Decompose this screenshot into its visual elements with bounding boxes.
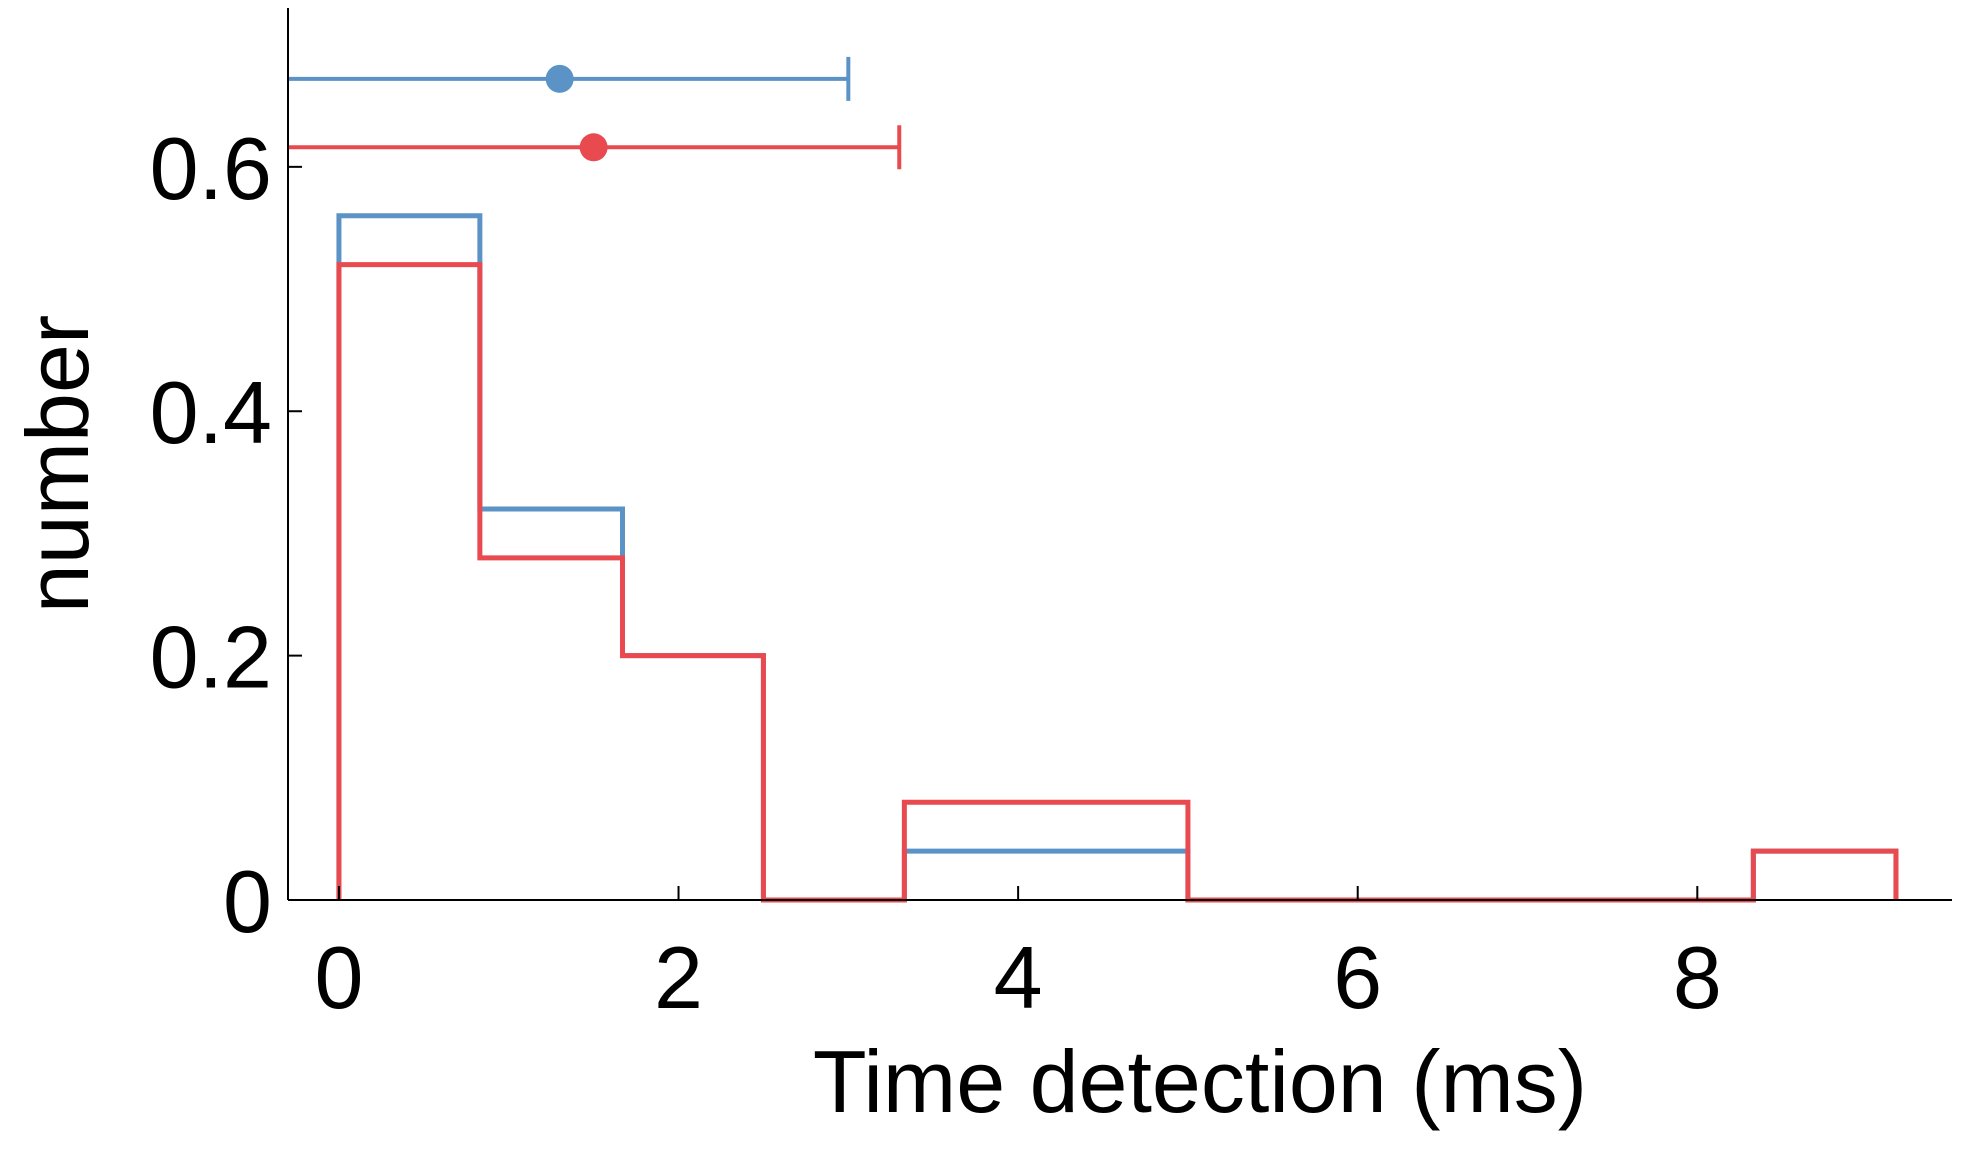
y-tick-label: 0	[223, 852, 272, 951]
y-tick-label: 0.2	[150, 608, 272, 707]
axes	[287, 8, 1952, 901]
x-axis-label: Time detection (ms)	[813, 1032, 1587, 1131]
x-ticks: 0 2 4 6 8	[314, 886, 1722, 1027]
y-tick-label: 0.4	[150, 363, 272, 462]
x-tick-label: 0	[314, 928, 363, 1027]
errorbar-series-2-mean-point	[579, 133, 608, 162]
x-tick-label: 8	[1673, 928, 1722, 1027]
y-tick-label: 0.6	[150, 119, 272, 218]
x-tick-label: 2	[654, 928, 703, 1027]
errorbar-series-1-mean-point	[545, 64, 574, 93]
plot-area	[288, 56, 1899, 903]
y-axis-label: number	[8, 315, 107, 613]
y-ticks: 0 0.2 0.4 0.6	[150, 119, 302, 951]
x-tick-label: 4	[994, 928, 1043, 1027]
x-tick-label: 6	[1333, 928, 1382, 1027]
histogram-series-2-steps	[336, 262, 1899, 903]
